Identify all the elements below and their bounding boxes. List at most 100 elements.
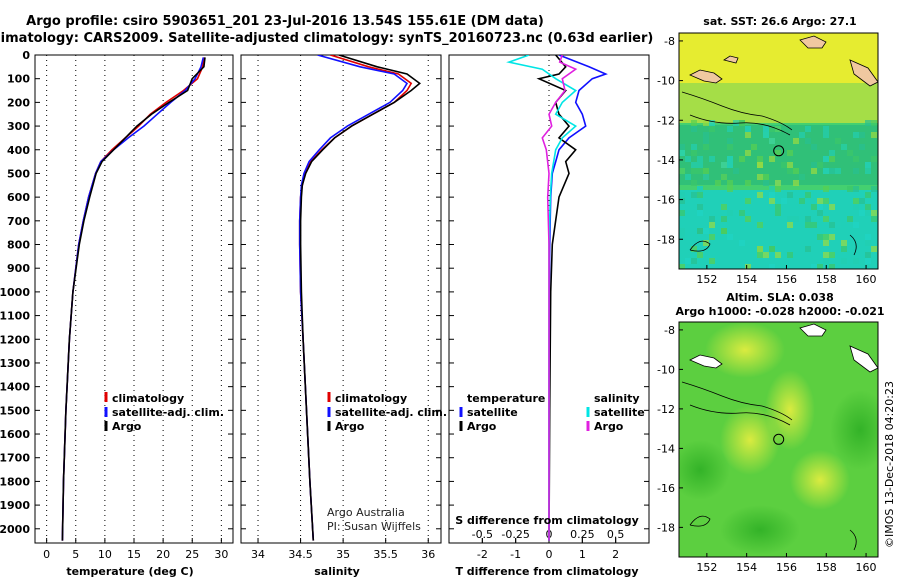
sst-pixel	[859, 144, 865, 150]
map-lat-tick-label: -14	[657, 154, 675, 167]
temperature-legend: climatology satellite-adj. clim. Argo	[104, 392, 224, 433]
sst-pixel	[805, 222, 811, 228]
sst-pixel	[859, 132, 865, 138]
map-bottom-low-2	[830, 390, 878, 470]
map-bottom-low-3	[720, 505, 800, 555]
sst-pixel	[811, 204, 817, 210]
x-tick-label: 25	[185, 548, 199, 561]
sst-pixel	[823, 252, 829, 258]
difference-lines	[506, 55, 608, 541]
sst-pixel	[679, 264, 685, 269]
map-lon-tick-label: 158	[816, 561, 837, 574]
map-lat-tick-label: -16	[657, 482, 675, 495]
sst-pixel	[799, 132, 805, 138]
sst-pixel	[697, 210, 703, 216]
temperature-grid	[35, 54, 233, 543]
sst-pixel	[757, 156, 763, 162]
x-tick-label: -2	[477, 548, 488, 561]
sst-pixel	[751, 144, 757, 150]
sst-pixel	[691, 144, 697, 150]
x-tick-label: 34.5	[288, 548, 313, 561]
sst-pixel	[685, 174, 691, 180]
sst-pixel	[679, 150, 685, 156]
sst-pixel	[763, 180, 769, 186]
sst-pixel	[679, 198, 685, 204]
sst-pixel	[697, 228, 703, 234]
sst-pixel	[829, 204, 835, 210]
map-bottom-island-3	[849, 345, 878, 373]
sst-pixel	[709, 120, 715, 126]
sst-pixel	[841, 246, 847, 252]
sst-pixel	[727, 210, 733, 216]
sst-pixel	[757, 192, 763, 198]
map-top-contour-3	[689, 240, 711, 252]
sst-pixel	[865, 204, 871, 210]
x-tick-label: -0.25	[501, 528, 529, 541]
sst-pixel	[823, 258, 829, 264]
map-top	[678, 32, 879, 270]
sst-pixel	[685, 258, 691, 264]
sst-pixel	[865, 210, 871, 216]
sst-pixel	[829, 168, 835, 174]
sst-pixel	[727, 126, 733, 132]
map-lon-tick-label: 154	[736, 273, 757, 286]
sst-pixel	[763, 174, 769, 180]
sst-pixel	[709, 234, 715, 240]
map-lon-tick-label: 152	[696, 273, 717, 286]
legend-argo-label: Argo	[112, 420, 142, 433]
map-lat-tick-label: -10	[657, 363, 675, 376]
x-tick-label: 0.5	[607, 528, 625, 541]
sst-pixel	[823, 156, 829, 162]
sst-pixel	[739, 240, 745, 246]
sst-pixel	[739, 210, 745, 216]
sst-pixel	[811, 222, 817, 228]
sst-pixel	[775, 180, 781, 186]
sst-pixel	[727, 234, 733, 240]
depth-tick-label: 800	[7, 239, 30, 252]
sst-pixel	[679, 144, 685, 150]
sst-pixel	[697, 156, 703, 162]
sst-pixel	[721, 228, 727, 234]
sst-pixel	[715, 180, 721, 186]
map-bottom-high-1	[705, 322, 785, 378]
sst-pixel	[721, 174, 727, 180]
map-lat-tick-label: -14	[657, 442, 675, 455]
sst-pixel	[769, 186, 775, 192]
sst-pixel	[817, 234, 823, 240]
sst-pixel	[769, 264, 775, 269]
sst-pixel	[745, 132, 751, 138]
sst-pixel	[853, 222, 859, 228]
sst-pixel	[763, 126, 769, 132]
sst-pixel	[817, 162, 823, 168]
map-top-island-1	[689, 69, 723, 84]
depth-tick-label: 1400	[0, 381, 30, 394]
sst-pixel	[829, 264, 835, 269]
salinity-legend: climatology satellite-adj. clim. Argo	[327, 392, 447, 433]
sst-pixel	[757, 246, 763, 252]
imos-stamp: ©IMOS 13-Dec-2018 04:20:23	[883, 381, 896, 548]
map-lon-tick-label: 154	[736, 561, 757, 574]
sst-pixel	[787, 150, 793, 156]
temperature-xlabel: temperature (deg C)	[66, 565, 193, 578]
map-lat-tick-label: -8	[664, 35, 675, 48]
t-diff-xlabel: T difference from climatology	[455, 565, 638, 578]
sst-pixel	[691, 150, 697, 156]
sst-pixel	[727, 186, 733, 192]
sst-pixel	[787, 252, 793, 258]
sst-pixel	[775, 204, 781, 210]
x-tick-label: 2	[612, 548, 619, 561]
depth-tick-label: 0	[22, 49, 30, 62]
map-bottom-low-1	[679, 440, 730, 500]
map-bottom-island-1	[689, 354, 723, 369]
sst-pixel	[679, 192, 685, 198]
map-lat-tick-label: -18	[657, 233, 675, 246]
sst-pixel	[721, 204, 727, 210]
sst-pixel	[793, 180, 799, 186]
x-tick-label: 10	[98, 548, 112, 561]
sst-pixel	[871, 216, 877, 222]
credit-line-1: Argo Australia	[327, 506, 405, 519]
map-lat-tick-label: -10	[657, 75, 675, 88]
sst-pixel	[871, 132, 877, 138]
sst-pixel	[787, 222, 793, 228]
argo-line	[61, 57, 206, 541]
